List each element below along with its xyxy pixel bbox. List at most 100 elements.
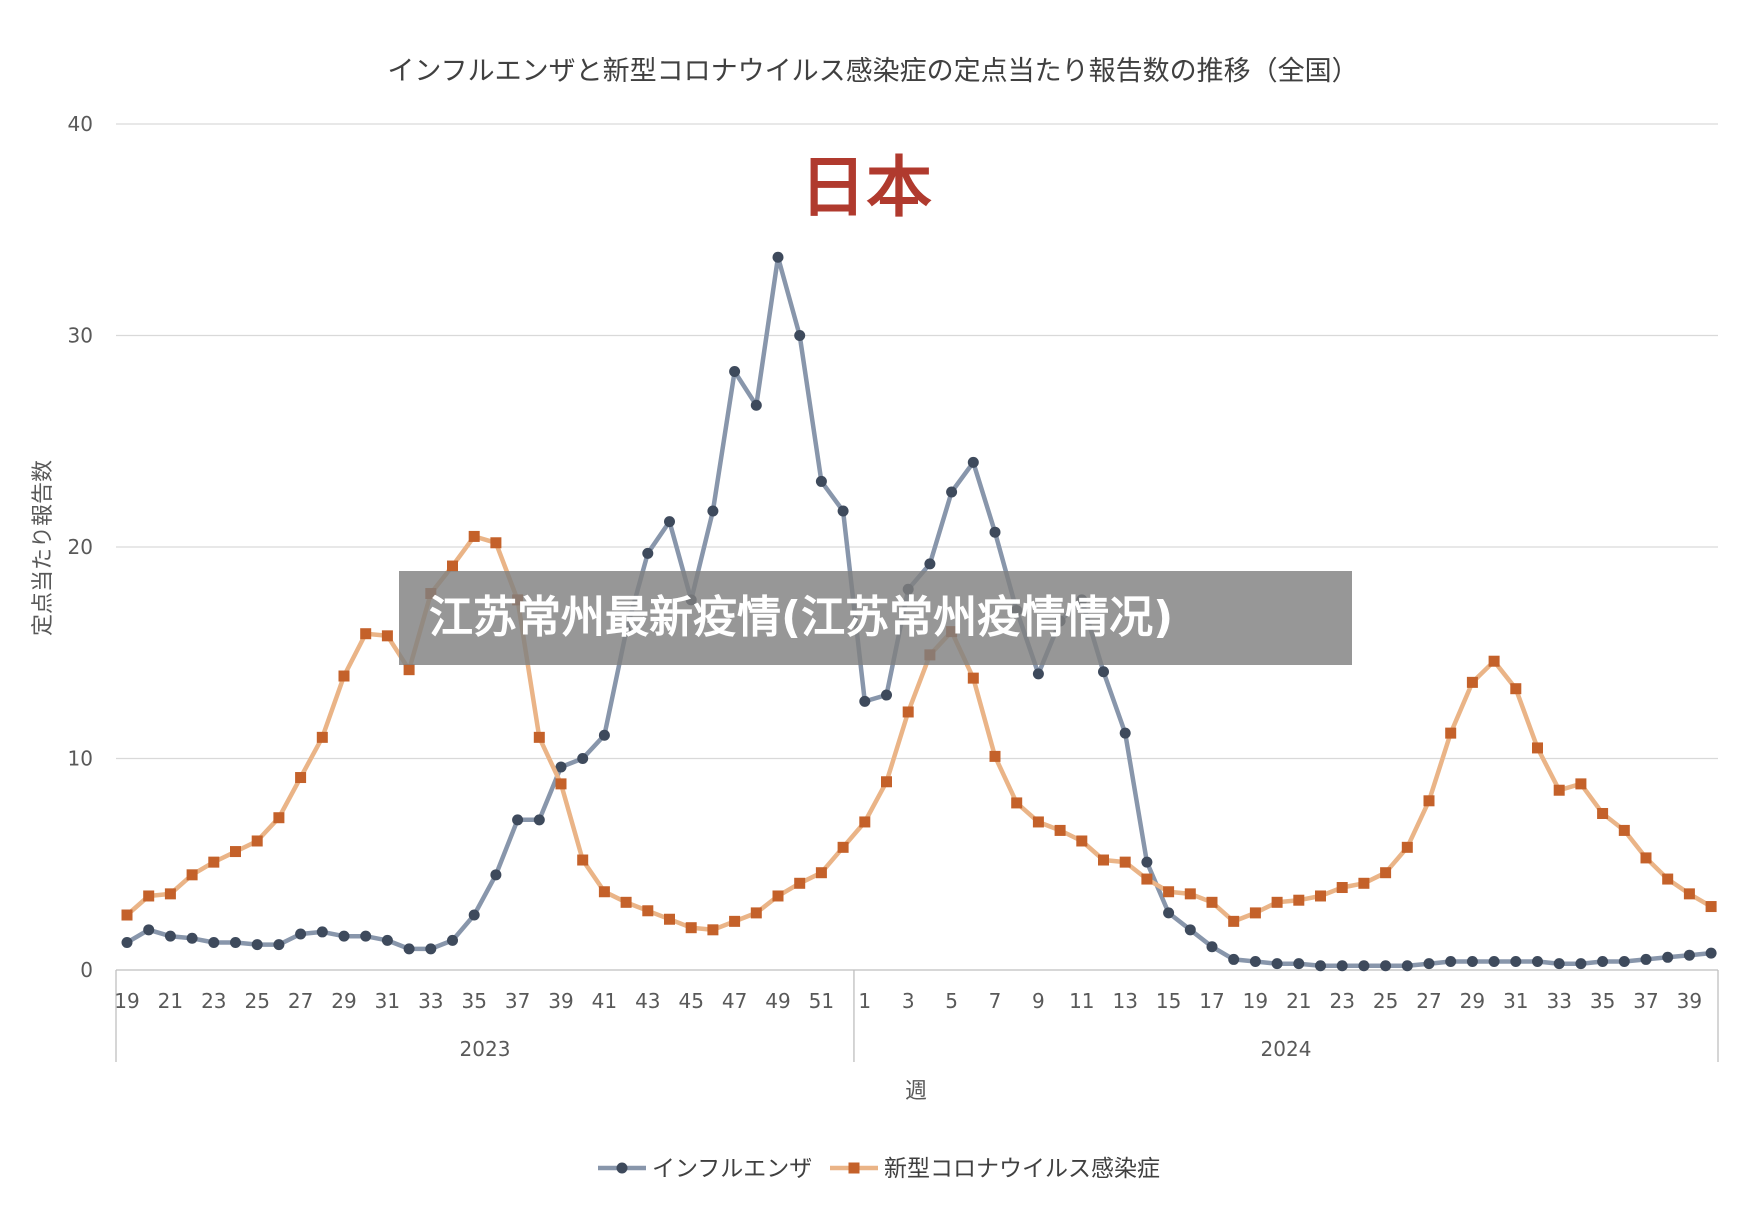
covid-point <box>1618 824 1630 836</box>
x-tick-label: 41 <box>592 989 617 1013</box>
covid-point <box>1032 816 1044 828</box>
influenza-point <box>1336 960 1348 972</box>
year-label: 2023 <box>460 1037 511 1061</box>
x-tick-label: 37 <box>1633 989 1658 1013</box>
influenza-point <box>881 689 892 701</box>
influenza-point <box>1249 956 1261 968</box>
influenza-point <box>1640 953 1652 965</box>
covid-point <box>794 877 806 889</box>
legend-marker-influenza <box>616 1162 628 1174</box>
influenza-point <box>1098 666 1109 678</box>
influenza-point <box>1401 960 1413 972</box>
covid-point <box>230 846 241 858</box>
covid-point <box>273 812 285 824</box>
influenza-point <box>468 909 480 921</box>
influenza-point <box>273 939 285 951</box>
influenza-point <box>555 761 567 773</box>
covid-point <box>902 706 914 718</box>
x-tick-label: 31 <box>375 989 400 1013</box>
covid-point <box>1206 896 1218 908</box>
influenza-point <box>1293 958 1305 970</box>
gridlines <box>116 123 1718 971</box>
x-tick-label: 33 <box>418 989 443 1013</box>
covid-point <box>1423 795 1435 807</box>
x-tick-label: 35 <box>461 989 486 1013</box>
x-tick-label: 37 <box>505 989 530 1013</box>
influenza-point <box>1032 668 1044 680</box>
influenza-point <box>1423 958 1435 970</box>
overlay-banner: 江苏常州最新疫情(江苏常州疫情情况) <box>399 571 1352 665</box>
influenza-point <box>1163 907 1175 919</box>
covid-point <box>338 670 350 682</box>
influenza-point <box>1315 960 1326 972</box>
covid-point <box>620 896 632 908</box>
covid-line <box>125 534 1713 933</box>
x-tick-label: 25 <box>244 989 269 1013</box>
influenza-point <box>186 932 198 944</box>
influenza-point <box>1683 949 1695 961</box>
covid-point <box>208 856 220 868</box>
influenza-point <box>1141 856 1153 868</box>
influenza-point <box>1228 953 1240 965</box>
influenza-point <box>1575 958 1587 970</box>
covid-point <box>1662 873 1674 885</box>
influenza-point <box>251 939 263 951</box>
covid-point <box>403 664 415 676</box>
covid-point <box>121 909 133 921</box>
y-tick-label: 0 <box>80 958 93 982</box>
influenza-point <box>1271 958 1283 970</box>
influenza-point <box>425 943 437 955</box>
influenza-point <box>642 547 654 559</box>
x-tick-label: 39 <box>548 989 573 1013</box>
x-tick-label: 15 <box>1156 989 1181 1013</box>
legend-label-covid: 新型コロナウイルス感染症 <box>884 1156 1160 1182</box>
x-tick-label: 29 <box>1460 989 1485 1013</box>
x-tick-label: 19 <box>114 989 139 1013</box>
covid-point <box>295 772 307 784</box>
x-tick-label: 21 <box>158 989 183 1013</box>
x-tick-label: 7 <box>989 989 1002 1013</box>
covid-point <box>664 913 675 925</box>
covid-point <box>642 905 654 917</box>
covid-point <box>1119 856 1131 868</box>
x-tick-label: 25 <box>1373 989 1398 1013</box>
x-tick-label: 47 <box>722 989 747 1013</box>
influenza-point <box>1705 947 1717 959</box>
x-tick-label: 27 <box>1416 989 1441 1013</box>
covid-point <box>1249 907 1261 919</box>
covid-point <box>1141 873 1153 885</box>
covid-point <box>967 672 979 684</box>
covid-point <box>447 560 458 572</box>
covid-point <box>316 731 328 743</box>
x-tick-label: 39 <box>1677 989 1702 1013</box>
x-tick-label: 33 <box>1546 989 1571 1013</box>
influenza-point <box>1510 956 1522 968</box>
influenza-point <box>164 930 176 942</box>
covid-point <box>381 630 393 642</box>
influenza-point <box>1206 941 1218 953</box>
influenza-point <box>729 365 741 377</box>
covid-point <box>533 731 545 743</box>
covid-point <box>555 778 567 790</box>
legend-label-influenza: インフルエンザ <box>652 1156 812 1182</box>
covid-point <box>1228 915 1240 927</box>
covid-point <box>1336 882 1348 894</box>
x-tick-label: 29 <box>331 989 356 1013</box>
covid-point <box>1054 824 1066 836</box>
covid-point <box>881 776 892 788</box>
influenza-point <box>1532 956 1543 968</box>
influenza-point <box>533 814 545 826</box>
influenza-point <box>924 558 936 570</box>
x-tick-label: 51 <box>809 989 834 1013</box>
x-axis: 19 21 23 25 27 29 31 33 35 37 39 41 43 45 47 49 51 1 3 5 7 9 1… <box>114 970 1719 1062</box>
covid-point <box>1358 877 1370 889</box>
covid-point <box>837 841 849 853</box>
covid-point <box>1163 886 1175 898</box>
influenza-point <box>338 930 350 942</box>
covid-point <box>989 750 1001 762</box>
x-tick-label: 43 <box>635 989 660 1013</box>
covid-point <box>490 537 502 549</box>
covid-point <box>1466 676 1478 688</box>
covid-point <box>1640 852 1652 864</box>
covid-point <box>1575 778 1587 790</box>
